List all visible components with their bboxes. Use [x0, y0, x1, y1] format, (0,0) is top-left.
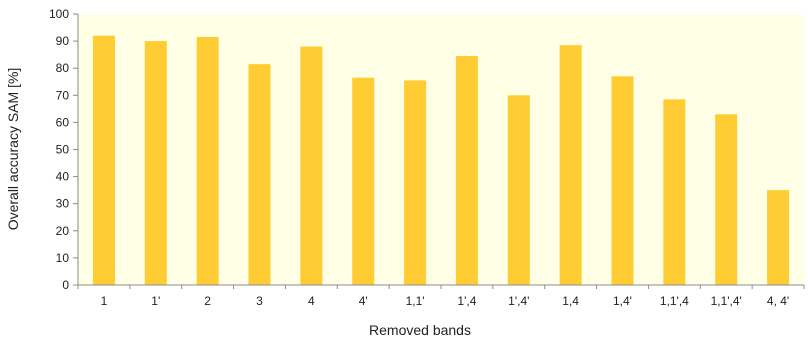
x-tick-label: 1,1',4	[660, 294, 689, 308]
y-tick-label: 20	[56, 224, 70, 238]
y-axis-title: Overall accuracy SAM [%]	[5, 68, 21, 231]
y-tick-label: 0	[62, 278, 69, 292]
x-axis: 1 1' 2 3 4 4' 1,1' 1',4 1',4' 1,4 1,4' 1,1',4 1,1',4…	[77, 284, 805, 308]
y-axis: 0 10 20 30 40 50 60 70 80 90 100	[49, 7, 79, 292]
bar-6	[404, 80, 427, 286]
x-tick-label: 4'	[359, 294, 368, 308]
x-tick-label: 1,4	[562, 294, 579, 308]
x-axis-title: Removed bands	[369, 322, 471, 338]
x-tick-label: 1,4'	[613, 294, 632, 308]
bar-12	[715, 114, 738, 286]
y-tick-label: 90	[56, 34, 70, 48]
x-tick-label: 4	[308, 294, 315, 308]
plot-area-background	[78, 14, 804, 285]
bar-4	[300, 46, 323, 285]
x-tick-label: 4, 4'	[767, 294, 789, 308]
y-tick-label: 80	[56, 61, 70, 75]
y-tick-label: 10	[56, 251, 70, 265]
bar-5	[352, 77, 375, 285]
y-tick-label: 100	[49, 7, 69, 21]
y-tick-label: 30	[56, 197, 70, 211]
bar-10	[611, 76, 634, 285]
x-tick-label: 1',4	[457, 294, 476, 308]
x-tick-label: 1	[101, 294, 108, 308]
bar-2	[196, 37, 219, 285]
x-tick-label: 3	[256, 294, 263, 308]
y-tick-label: 40	[56, 170, 70, 184]
bars-group	[92, 35, 790, 286]
bar-3	[248, 64, 271, 285]
y-tick-label: 70	[56, 88, 70, 102]
y-tick-label: 60	[56, 115, 70, 129]
bar-7	[455, 56, 478, 285]
x-tick-label: 1,1'	[406, 294, 425, 308]
bar-1	[144, 41, 167, 285]
x-tick-label: 1',4'	[508, 294, 529, 308]
bar-9	[559, 45, 582, 285]
bar-13	[767, 190, 790, 285]
x-tick-label: 2	[204, 294, 211, 308]
bar-11	[663, 99, 686, 285]
bar-8	[507, 95, 530, 285]
x-tick-label: 1'	[151, 294, 160, 308]
bar-0	[92, 35, 115, 286]
y-tick-label: 50	[56, 143, 70, 157]
x-tick-label: 1,1',4'	[711, 294, 742, 308]
